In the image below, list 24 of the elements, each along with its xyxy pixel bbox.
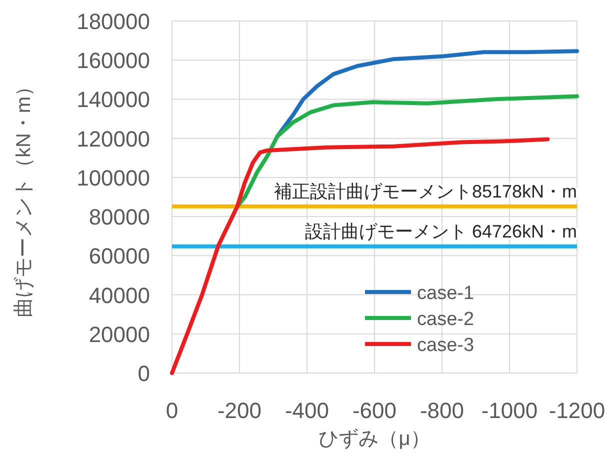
x-tick-label: -600 bbox=[352, 398, 397, 423]
x-tick-label: -1000 bbox=[481, 398, 538, 423]
y-tick-label: 60000 bbox=[88, 244, 150, 269]
y-tick-label: 20000 bbox=[88, 322, 150, 347]
y-tick-label: 160000 bbox=[76, 48, 150, 74]
y-tick-label: 180000 bbox=[76, 9, 150, 34]
x-tick-label: -400 bbox=[284, 398, 330, 423]
ref-line-label: 補正設計曲げモーメント85178kN・m bbox=[274, 181, 577, 202]
y-tick-label: 40000 bbox=[88, 282, 150, 308]
y-tick-label: 140000 bbox=[76, 87, 150, 112]
x-axis-title: ひずみ（μ） bbox=[318, 428, 430, 450]
x-tick-label: 0 bbox=[166, 398, 178, 423]
x-tick-label: -1200 bbox=[548, 398, 606, 423]
y-tick-label: 80000 bbox=[88, 204, 150, 230]
legend-label: case-2 bbox=[417, 309, 474, 330]
y-tick-label: 120000 bbox=[76, 126, 150, 152]
ref-line-label: 設計曲げモーメント 64726kN・m bbox=[304, 221, 577, 242]
x-tick-label: -200 bbox=[217, 398, 262, 423]
y-axis-title: 曲げモーメント（kN・m） bbox=[13, 76, 35, 318]
x-tick-label: -800 bbox=[420, 398, 464, 423]
y-tick-label: 100000 bbox=[76, 165, 150, 190]
legend-label: case-3 bbox=[417, 335, 474, 356]
legend-label: case-1 bbox=[417, 283, 474, 304]
y-tick-label: 0 bbox=[138, 361, 150, 386]
